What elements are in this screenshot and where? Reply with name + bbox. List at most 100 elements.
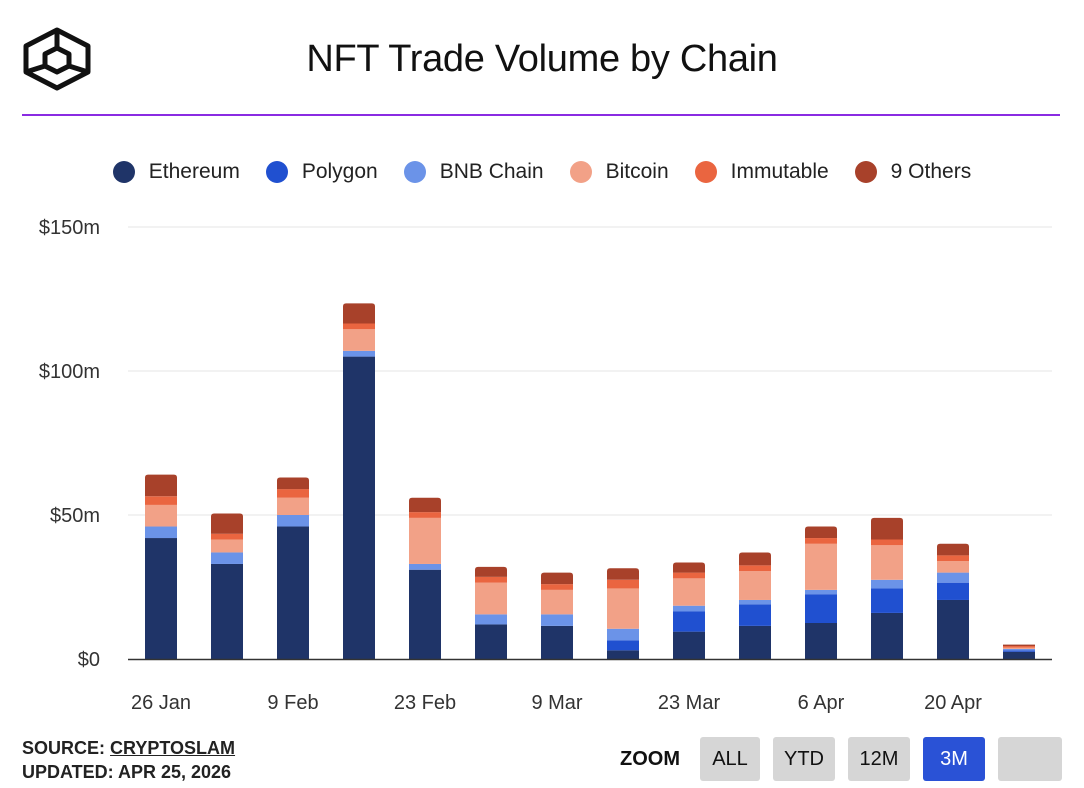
bar-segment <box>607 568 639 580</box>
bar-segment <box>805 543 837 590</box>
legend-swatch-icon <box>694 161 717 183</box>
zoom-label: ZOOM <box>620 747 680 770</box>
bar-segment <box>277 489 309 498</box>
bar-segment <box>1003 651 1035 659</box>
bar-segment <box>541 625 573 659</box>
legend-item[interactable]: Polygon <box>265 160 378 184</box>
bar-segment <box>277 515 309 527</box>
bar-segment <box>211 513 243 534</box>
bar-segment <box>607 579 639 589</box>
bar-segment <box>937 555 969 562</box>
page-title: NFT Trade Volume by Chain <box>306 38 778 80</box>
y-tick-label: $100m <box>39 361 100 383</box>
bar-segment <box>1003 650 1035 652</box>
bar-segment <box>607 628 639 641</box>
bar-segment <box>937 572 969 583</box>
bar-segment <box>673 562 705 573</box>
bar-segment <box>475 576 507 583</box>
bar-segment <box>805 589 837 595</box>
stacked-bar-chart: $0 $50m $100m $150m 26 Jan 9 Feb 23 Feb 9 Mar 23… <box>39 217 1052 714</box>
bar-segment <box>673 572 705 579</box>
bar-segment <box>145 474 177 497</box>
bar-segment <box>871 588 903 613</box>
legend-item[interactable]: 9 Others <box>854 160 972 184</box>
bar-segment <box>145 538 177 659</box>
y-tick-label: $0 <box>78 649 100 671</box>
bar-segment <box>739 625 771 659</box>
legend-label: BNB Chain <box>439 160 544 183</box>
legend-swatch-icon <box>403 161 426 183</box>
zoom-3m-button[interactable]: 3M <box>923 737 985 781</box>
legend-label: Ethereum <box>148 160 240 183</box>
legend-swatch-icon <box>569 161 592 183</box>
x-tick-label: 9 Mar <box>531 692 582 714</box>
bar-segment <box>739 604 771 626</box>
bar-segment <box>541 584 573 590</box>
bar-segment <box>277 477 309 490</box>
bar-segment <box>673 631 705 659</box>
bar-segment <box>541 589 573 615</box>
source-block: SOURCE: CRYPTOSLAM UPDATED: APR 25, 2026 <box>22 736 235 784</box>
bar-segment <box>211 563 243 659</box>
legend-label: 9 Others <box>890 160 972 183</box>
zoom-extra-button[interactable] <box>998 737 1062 781</box>
bar-segment <box>541 572 573 585</box>
bar-segment <box>607 650 639 659</box>
zoom-all-button[interactable]: ALL <box>700 737 760 781</box>
bar-segment <box>607 640 639 651</box>
bar-segment <box>805 623 837 659</box>
bar-segment <box>1003 646 1035 648</box>
legend-swatch-icon <box>112 161 135 183</box>
bar-segment <box>145 504 177 527</box>
legend-item[interactable]: BNB Chain <box>403 160 544 184</box>
bar-segment <box>607 588 639 629</box>
bar-segment <box>1003 648 1035 651</box>
updated-date: UPDATED: APR 25, 2026 <box>22 762 232 782</box>
bar-segment <box>871 517 903 540</box>
bar-segment <box>409 512 441 518</box>
source-label: SOURCE: <box>22 738 106 758</box>
bar-segment <box>475 582 507 615</box>
bar-segment <box>673 611 705 632</box>
zoom-ytd-button[interactable]: YTD <box>773 737 835 781</box>
bar-segment <box>805 538 837 544</box>
bar-segment <box>343 350 375 357</box>
bar-segment <box>937 561 969 573</box>
source-link[interactable]: CRYPTOSLAM <box>110 738 236 758</box>
legend-swatch-icon <box>854 161 877 183</box>
bar-segment <box>343 356 375 659</box>
bar-segment <box>739 552 771 566</box>
bar-segment <box>937 582 969 600</box>
bar-segment <box>475 614 507 625</box>
legend-label: Bitcoin <box>605 160 669 183</box>
bar-segment <box>673 578 705 606</box>
bar-segment <box>145 496 177 505</box>
legend-label: Polygon <box>301 160 378 183</box>
bar-segment <box>211 539 243 553</box>
bar-segment <box>409 569 441 659</box>
bar-segment <box>739 565 771 572</box>
bar-segment <box>343 303 375 324</box>
bar-segment <box>145 526 177 539</box>
bar-segment <box>343 323 375 330</box>
legend-item[interactable]: Immutable <box>694 160 829 184</box>
y-tick-label: $50m <box>50 505 100 527</box>
zoom-12m-button[interactable]: 12M <box>848 737 910 781</box>
bar-segment <box>409 497 441 513</box>
legend-item[interactable]: Bitcoin <box>569 160 669 184</box>
x-tick-label: 23 Mar <box>658 692 721 714</box>
legend-item[interactable]: Ethereum <box>112 160 240 184</box>
bar-segment <box>541 614 573 626</box>
bar-segment <box>937 599 969 659</box>
bar-segment <box>805 594 837 623</box>
x-tick-label: 26 Jan <box>131 692 191 714</box>
bar-segment <box>409 517 441 564</box>
legend-label: Immutable <box>730 160 829 183</box>
bar-segment <box>475 566 507 577</box>
bar-segment <box>871 545 903 580</box>
bar-segment <box>277 497 309 515</box>
zoom-controls: ZOOM ALL YTD 12M 3M <box>620 737 1062 781</box>
bar-segment <box>475 624 507 659</box>
cryptoslam-logo-icon <box>23 27 91 91</box>
bar-segment <box>1003 647 1035 649</box>
